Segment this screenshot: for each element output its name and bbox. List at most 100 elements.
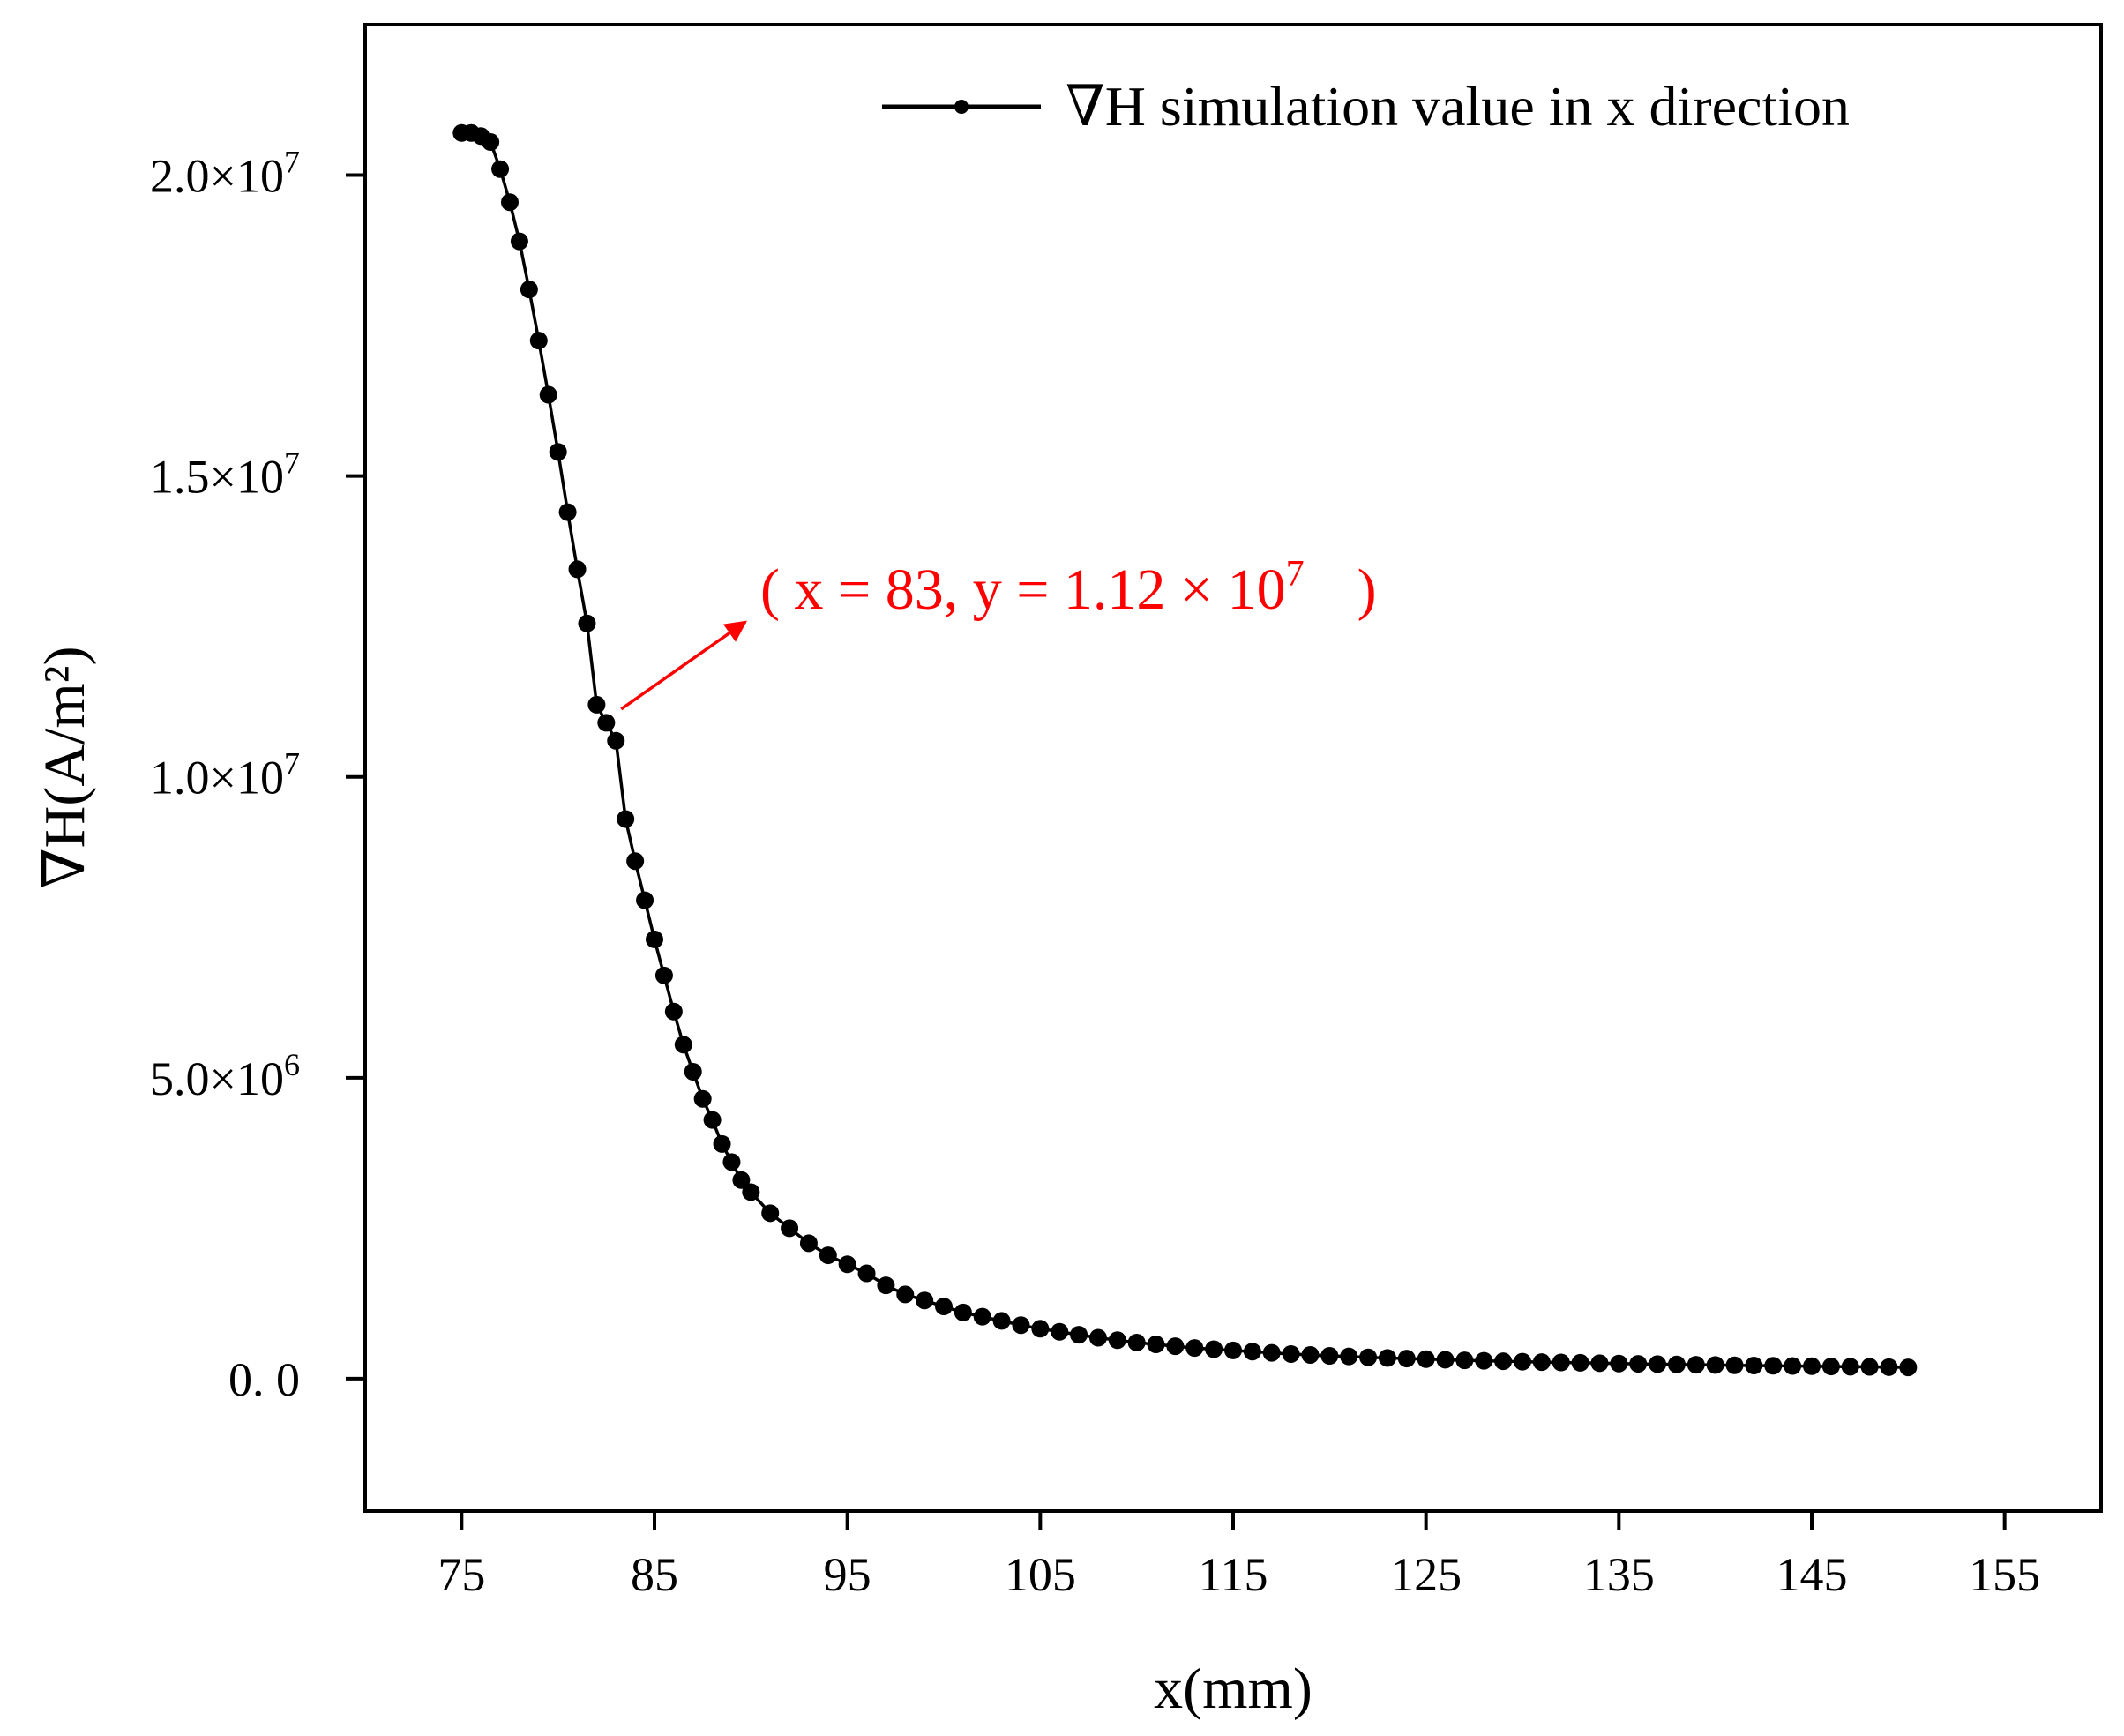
data-point — [646, 930, 663, 948]
x-tick-label: 95 — [824, 1548, 871, 1601]
data-point — [501, 193, 519, 212]
data-point — [491, 160, 510, 178]
data-point — [1745, 1356, 1763, 1374]
data-point — [973, 1307, 991, 1326]
data-point — [1070, 1326, 1088, 1344]
data-point — [1359, 1348, 1378, 1366]
data-point — [781, 1219, 799, 1238]
y-tick-mantissa: 1.5×10 — [150, 451, 284, 504]
data-point — [654, 966, 673, 984]
y-tick-label: 1.5×107 — [150, 445, 300, 504]
data-point — [1282, 1344, 1300, 1363]
data-point — [1571, 1353, 1589, 1372]
data-point — [761, 1204, 780, 1223]
x-tick-label: 125 — [1390, 1548, 1462, 1601]
x-tick-label: 85 — [631, 1548, 678, 1601]
series-group — [452, 123, 1918, 1377]
data-point — [1841, 1358, 1859, 1376]
x-tick-label: 105 — [1005, 1548, 1076, 1601]
data-point — [703, 1111, 722, 1129]
y-tick-label: 1.0×107 — [150, 746, 300, 804]
data-point — [1436, 1351, 1455, 1369]
data-point — [722, 1153, 741, 1171]
data-point — [1108, 1331, 1126, 1350]
data-point — [877, 1276, 895, 1295]
data-point — [819, 1246, 837, 1265]
data-point — [1590, 1354, 1609, 1373]
annotation-suffix: ) — [1357, 557, 1377, 622]
data-point — [607, 731, 625, 750]
data-point — [578, 614, 596, 632]
annotation: ( x = 83, y = 1.12 × 107) — [620, 554, 1377, 711]
data-point — [1378, 1349, 1396, 1367]
series-line — [461, 131, 1909, 1369]
data-point — [1667, 1355, 1686, 1373]
data-point — [1899, 1358, 1918, 1377]
data-point — [1224, 1341, 1242, 1359]
data-point — [1610, 1354, 1628, 1373]
data-point — [1552, 1353, 1570, 1372]
legend-label: ∇H simulation value in x direction — [1066, 75, 1850, 138]
data-point — [674, 1036, 692, 1054]
data-point — [1784, 1357, 1802, 1375]
x-axis-ticks: 75 85 95 105 115 125 135 145 155 — [438, 1511, 2040, 1601]
data-point — [1417, 1350, 1435, 1368]
data-point — [520, 281, 538, 299]
data-point — [1205, 1340, 1223, 1358]
x-axis-title: x(mm) — [1154, 1657, 1313, 1721]
data-point — [568, 560, 587, 579]
x-tick-label: 135 — [1583, 1548, 1655, 1601]
data-point — [1031, 1320, 1050, 1338]
annotation-prefix: ( x = 83, y = 1.12 × 10 — [760, 557, 1286, 622]
data-point — [1649, 1355, 1667, 1373]
y-tick-mantissa: 5.0×10 — [150, 1052, 284, 1105]
y-tick-exponent: 7 — [284, 445, 300, 481]
data-point — [713, 1134, 731, 1153]
data-point — [1397, 1350, 1416, 1368]
data-point — [1706, 1356, 1724, 1374]
data-point — [1147, 1336, 1165, 1354]
data-point — [549, 443, 567, 461]
data-point — [1012, 1316, 1030, 1335]
legend-marker — [954, 100, 969, 114]
data-point — [1127, 1333, 1146, 1351]
y-axis-title: ∇H(A/m²) — [33, 647, 97, 889]
data-point — [664, 1002, 683, 1021]
data-point — [529, 332, 548, 350]
data-point — [742, 1183, 760, 1201]
data-point — [732, 1171, 751, 1189]
data-point — [1764, 1357, 1783, 1375]
data-point — [1166, 1337, 1185, 1356]
data-point — [896, 1285, 915, 1304]
legend: ∇H simulation value in x direction — [882, 75, 1850, 138]
data-point — [617, 810, 635, 828]
data-point — [1320, 1346, 1339, 1365]
data-point — [1243, 1343, 1261, 1361]
y-tick-label: 2.0×107 — [150, 145, 300, 203]
data-point — [1725, 1356, 1744, 1374]
data-point — [1185, 1339, 1204, 1358]
y-tick-exponent: 6 — [284, 1047, 300, 1082]
data-point — [1532, 1353, 1551, 1372]
y-tick-mantissa: 2.0×10 — [150, 150, 284, 203]
data-point — [558, 503, 577, 521]
y-tick-mantissa: 1.0×10 — [150, 752, 284, 804]
y-tick-label: 0. 0 — [228, 1353, 300, 1406]
data-point — [626, 852, 645, 871]
data-point — [1051, 1322, 1069, 1341]
data-point — [1803, 1357, 1821, 1375]
data-point — [693, 1089, 712, 1108]
data-point — [1686, 1356, 1705, 1374]
data-point — [1860, 1358, 1879, 1376]
data-point — [1880, 1358, 1898, 1376]
data-point — [1629, 1355, 1648, 1373]
data-point — [482, 133, 500, 152]
y-tick-label: 5.0×106 — [150, 1047, 300, 1105]
data-point — [1494, 1352, 1513, 1371]
data-point — [587, 695, 606, 714]
data-point — [1475, 1351, 1493, 1370]
data-point — [684, 1063, 702, 1081]
data-point — [992, 1312, 1011, 1330]
